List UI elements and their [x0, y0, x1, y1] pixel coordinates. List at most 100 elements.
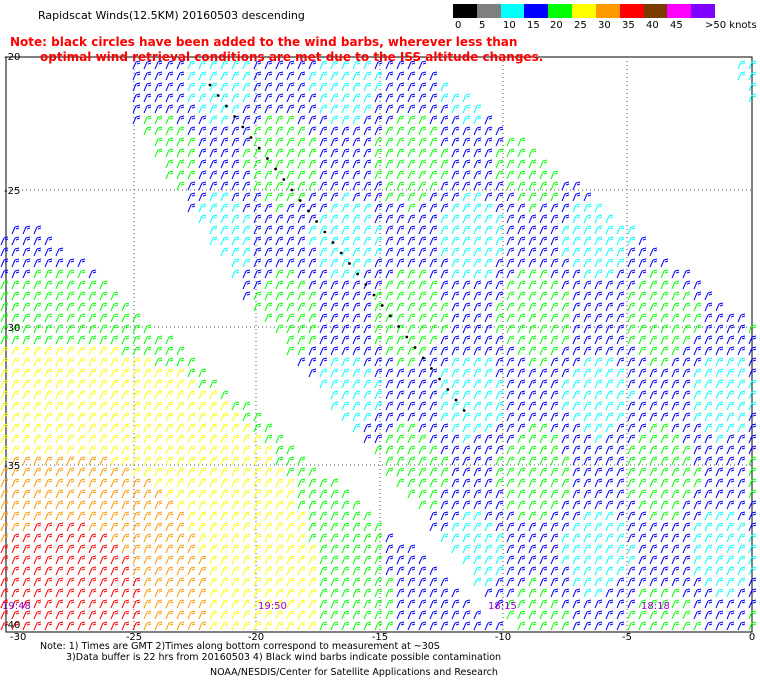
wind-barb [649, 434, 658, 444]
wind-barb [253, 71, 262, 81]
wind-barb [143, 588, 152, 598]
wind-barb [209, 104, 218, 114]
wind-barb [121, 478, 130, 488]
wind-barb [154, 379, 163, 389]
wind-barb [528, 489, 537, 499]
wind-barb [484, 137, 493, 147]
wind-barb [110, 489, 119, 499]
wind-barb [550, 236, 559, 246]
wind-barb [374, 390, 383, 400]
wind-barb [242, 104, 251, 114]
wind-barb [77, 324, 86, 334]
wind-barb [605, 456, 614, 466]
wind-barb [737, 489, 746, 499]
wind-barb [385, 324, 394, 334]
wind-barb [176, 412, 185, 422]
wind-barb [583, 610, 592, 620]
wind-barb [671, 269, 680, 279]
time-label: 18:18 [641, 601, 670, 612]
wind-barb [165, 434, 174, 444]
wind-barb [341, 357, 350, 367]
wind-barb [627, 621, 636, 631]
wind-barb [374, 544, 383, 554]
wind-barb [462, 522, 471, 532]
wind-barb [671, 500, 680, 510]
wind-barb [550, 379, 559, 389]
wind-barb [330, 115, 339, 125]
wind-barb [704, 555, 713, 565]
wind-barb [319, 236, 328, 246]
wind-barb [55, 335, 64, 345]
wind-barb [55, 258, 64, 268]
wind-barb [616, 478, 625, 488]
wind-barb [198, 412, 207, 422]
wind-barb [143, 599, 152, 609]
wind-barb [308, 599, 317, 609]
wind-barb [385, 335, 394, 345]
wind-barb [341, 566, 350, 576]
wind-barb [484, 236, 493, 246]
wind-barb [605, 445, 614, 455]
wind-barb [649, 291, 658, 301]
wind-barb [385, 137, 394, 147]
wind-barb [506, 148, 515, 158]
wind-barb [33, 379, 42, 389]
wind-barb [451, 93, 460, 103]
wind-barb [583, 456, 592, 466]
wind-barb [143, 324, 152, 334]
wind-barb [308, 247, 317, 257]
wind-barb [429, 434, 438, 444]
wind-barb [605, 511, 614, 521]
wind-barb [561, 588, 570, 598]
wind-barb [242, 236, 251, 246]
wind-barb [627, 456, 636, 466]
wind-barb [275, 280, 284, 290]
wind-barb [363, 401, 372, 411]
wind-barb [66, 346, 75, 356]
wind-barb [748, 335, 757, 345]
wind-barb [385, 93, 394, 103]
wind-barb [77, 412, 86, 422]
wind-barb [638, 379, 647, 389]
wind-barb [220, 60, 229, 70]
wind-barb [275, 225, 284, 235]
wind-barb [561, 555, 570, 565]
wind-barb [407, 390, 416, 400]
wind-barb [22, 588, 31, 598]
wind-barb [88, 291, 97, 301]
wind-barb [187, 478, 196, 488]
wind-barb [154, 544, 163, 554]
wind-barb [297, 71, 306, 81]
wind-barb [506, 247, 515, 257]
wind-barb [451, 346, 460, 356]
wind-barb [737, 599, 746, 609]
wind-barb [418, 71, 427, 81]
wind-barb [319, 247, 328, 257]
wind-barb [231, 225, 240, 235]
wind-barb [176, 379, 185, 389]
wind-barb [374, 357, 383, 367]
wind-barb [11, 346, 20, 356]
wind-barb [231, 247, 240, 257]
wind-barb [495, 236, 504, 246]
wind-barb [561, 203, 570, 213]
wind-barb [671, 445, 680, 455]
wind-barb [682, 522, 691, 532]
wind-barb [484, 148, 493, 158]
wind-barb [264, 126, 273, 136]
wind-barb [451, 599, 460, 609]
wind-barb [418, 423, 427, 433]
wind-barb [550, 401, 559, 411]
wind-barb [231, 269, 240, 279]
wind-barb [55, 390, 64, 400]
wind-barb [396, 368, 405, 378]
wind-barb [330, 214, 339, 224]
wind-barb [407, 379, 416, 389]
wind-barb [22, 577, 31, 587]
wind-barb [715, 621, 724, 631]
wind-barb [572, 533, 581, 543]
wind-barb [748, 71, 757, 81]
wind-barb [198, 60, 207, 70]
scale-swatch [453, 4, 477, 18]
wind-barb [429, 302, 438, 312]
